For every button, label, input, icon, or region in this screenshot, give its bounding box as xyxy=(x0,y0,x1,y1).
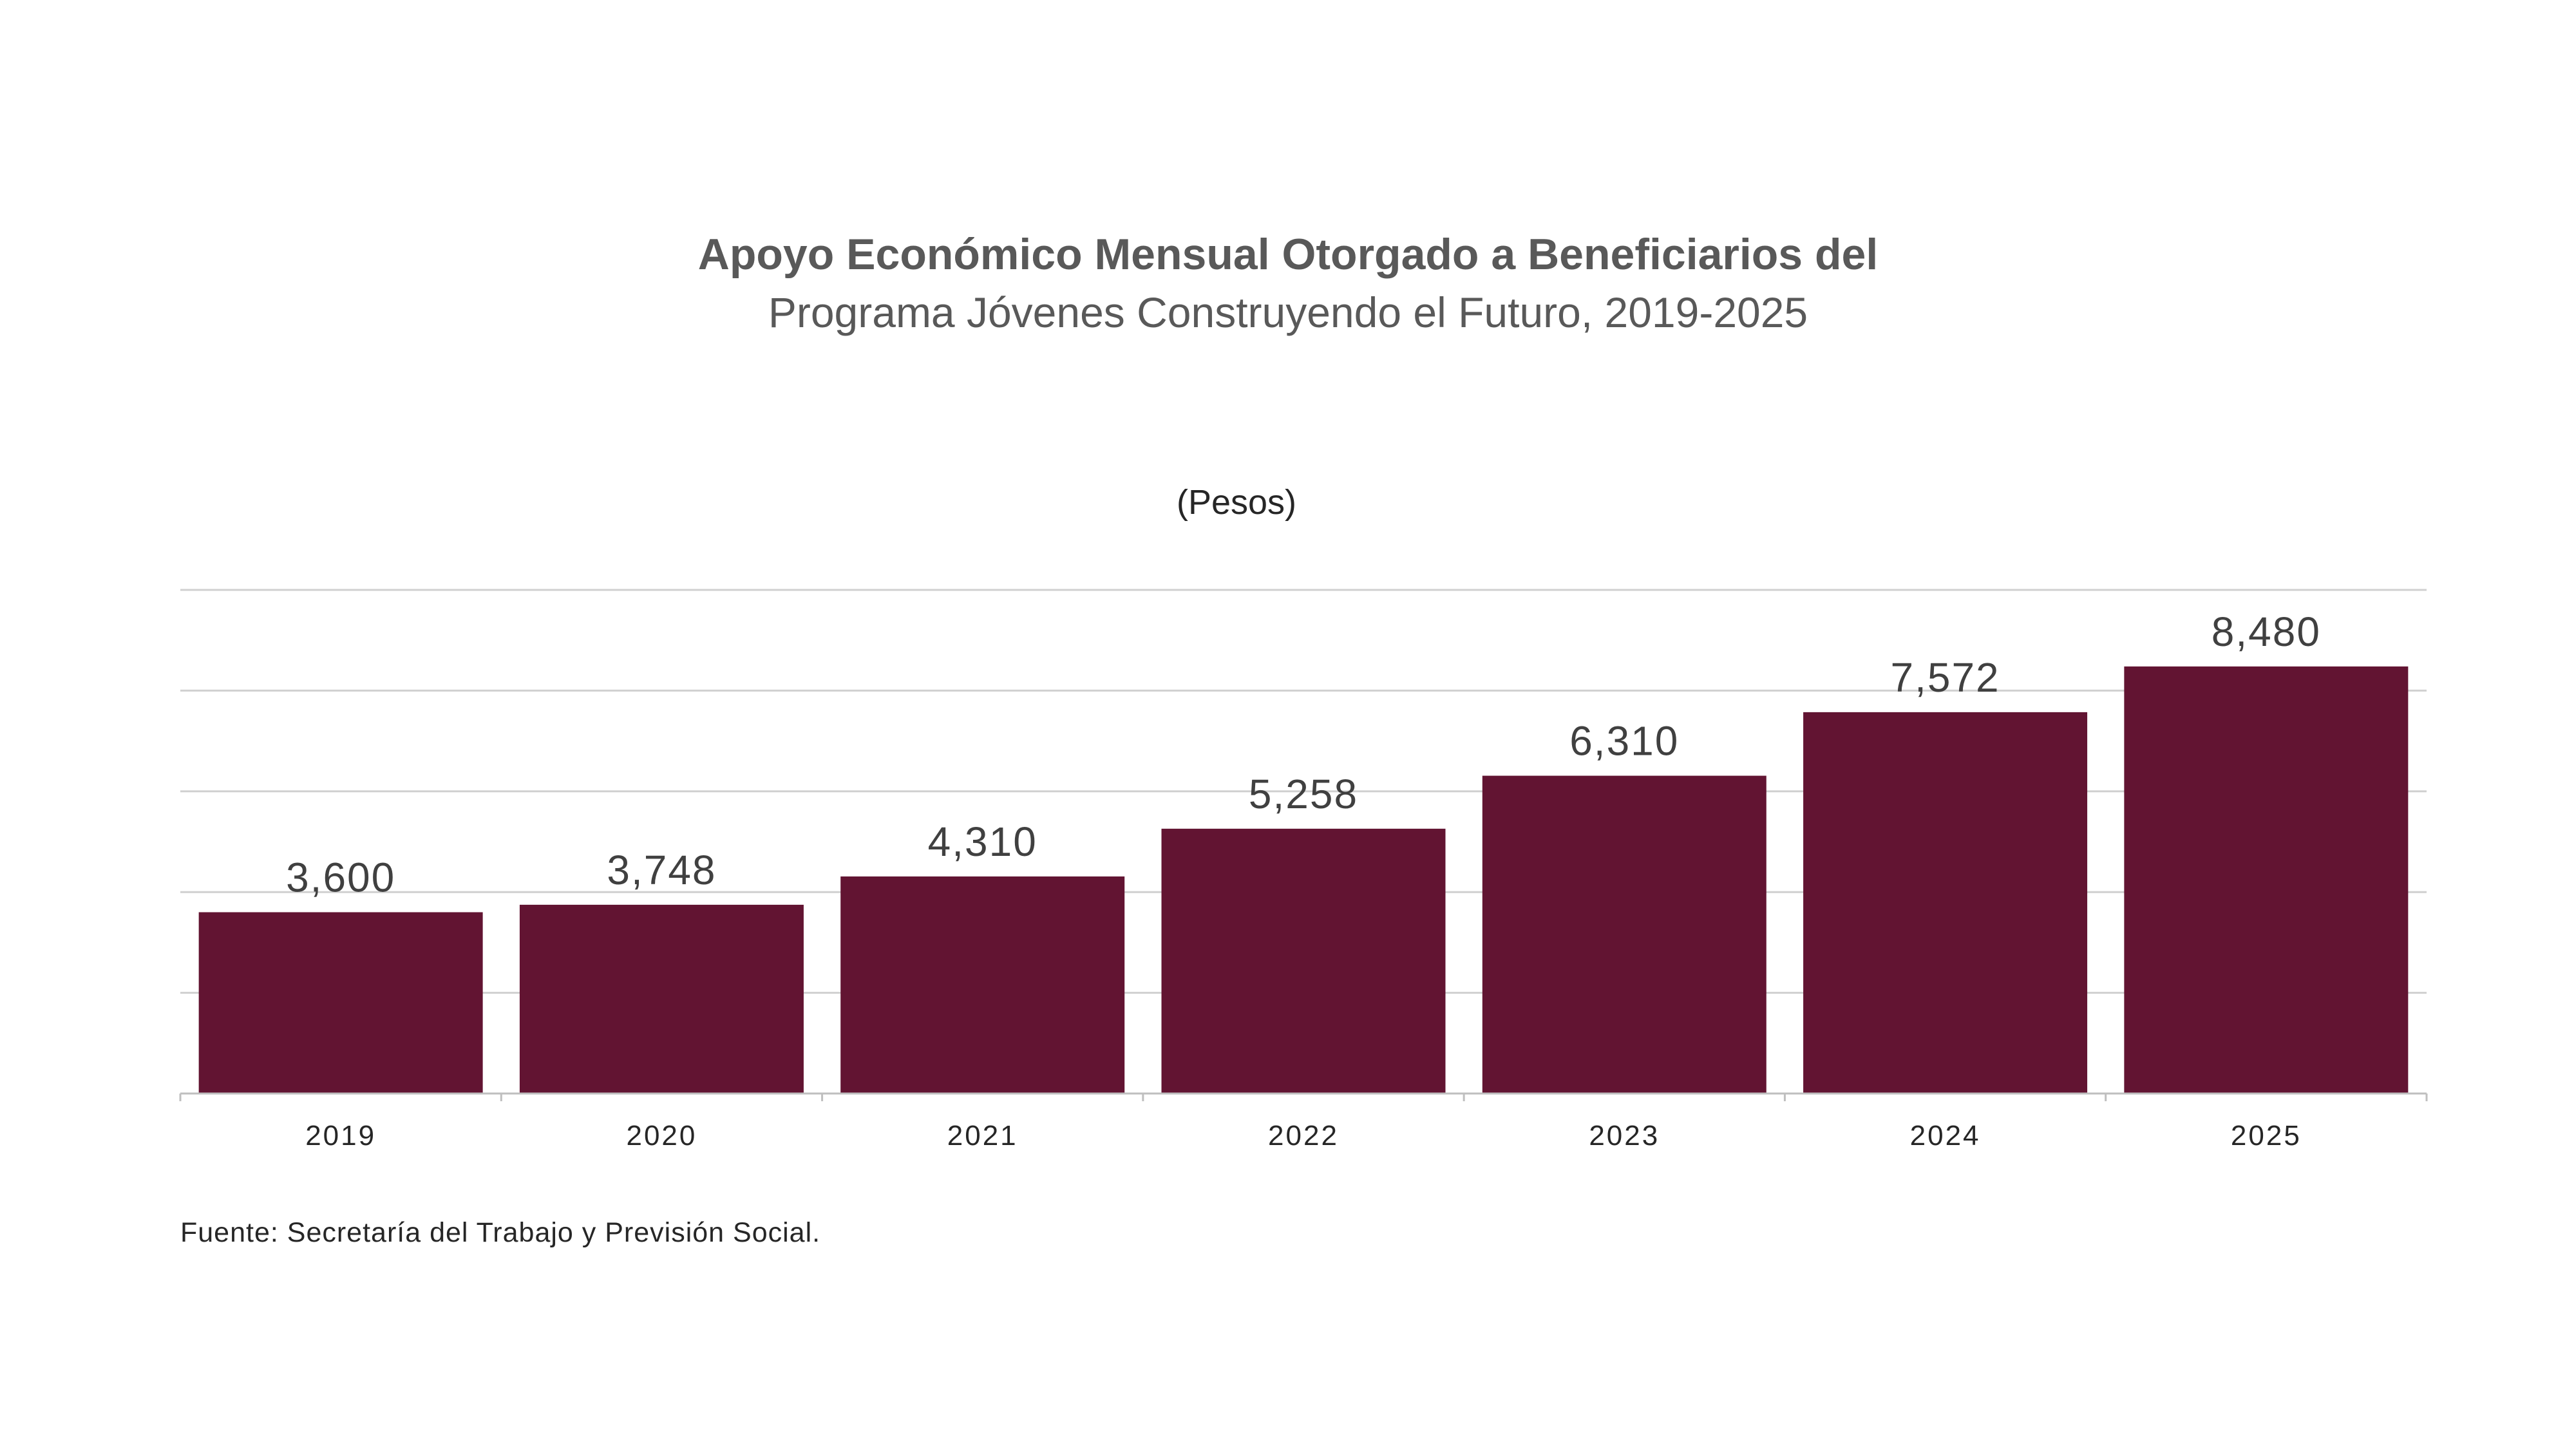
data-label-2020: 3,748 xyxy=(607,847,716,893)
bar-2019 xyxy=(198,912,483,1094)
bars xyxy=(198,666,2409,1094)
x-tick-label-2020: 2020 xyxy=(626,1120,697,1151)
data-label-2021: 4,310 xyxy=(928,819,1037,865)
data-label-2019: 3,600 xyxy=(286,854,395,900)
x-tick-label-2019: 2019 xyxy=(305,1120,376,1151)
chart-subtitle: Programa Jóvenes Construyendo el Futuro,… xyxy=(768,289,1808,336)
x-tick-label-2025: 2025 xyxy=(2231,1120,2302,1151)
bar-2023 xyxy=(1482,775,1766,1094)
x-axis xyxy=(179,1092,2428,1101)
chart-title-block: Apoyo Económico Mensual Otorgado a Benef… xyxy=(0,225,2576,341)
x-tick-label-2022: 2022 xyxy=(1268,1120,1339,1151)
bar-2021 xyxy=(840,876,1125,1094)
x-tick-label-2024: 2024 xyxy=(1910,1120,1981,1151)
source-note: Fuente: Secretaría del Trabajo y Previsi… xyxy=(180,1217,821,1248)
chart-title: Apoyo Económico Mensual Otorgado a Benef… xyxy=(697,230,1879,279)
data-labels: 3,600 3,748 4,310 5,258 6,310 7,572 8,480 xyxy=(286,609,2321,901)
data-label-2022: 5,258 xyxy=(1249,771,1358,817)
bar-2024 xyxy=(1803,712,2088,1094)
x-tick-label-2023: 2023 xyxy=(1589,1120,1660,1151)
data-label-2024: 7,572 xyxy=(1890,654,2000,701)
x-tick-label-2021: 2021 xyxy=(947,1120,1018,1151)
bar-2020 xyxy=(519,904,804,1094)
bar-2025 xyxy=(2124,666,2409,1094)
bar-2022 xyxy=(1161,828,1446,1094)
data-label-2023: 6,310 xyxy=(1569,718,1679,764)
x-tick-labels: 2019 2020 2021 2022 2023 2024 2025 xyxy=(305,1120,2302,1151)
unit-label: (Pesos) xyxy=(1176,483,1297,522)
data-label-2025: 8,480 xyxy=(2211,609,2321,655)
